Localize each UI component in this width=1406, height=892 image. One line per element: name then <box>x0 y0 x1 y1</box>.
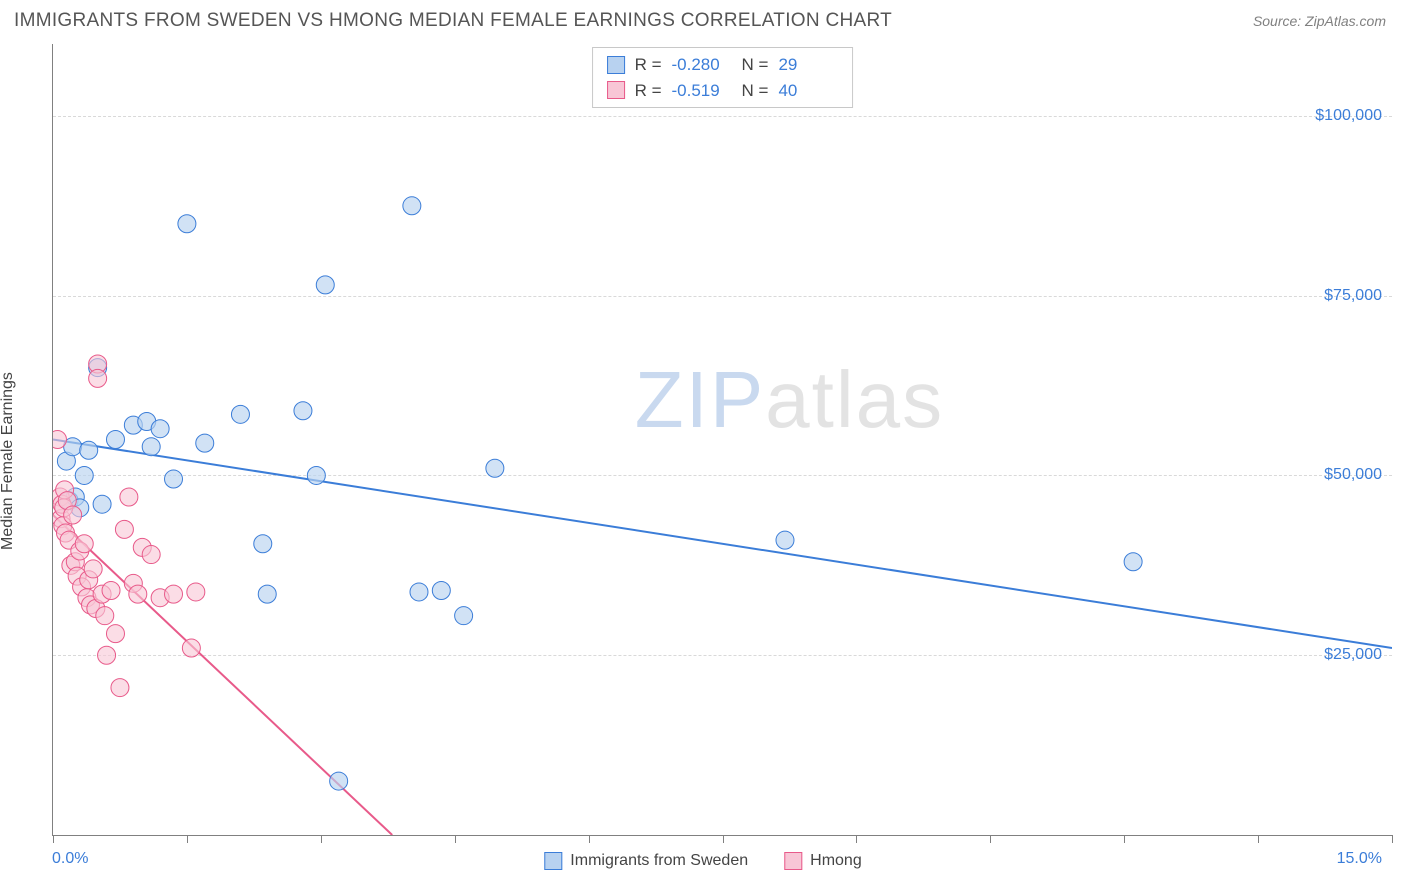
chart-source: Source: ZipAtlas.com <box>1253 13 1386 29</box>
data-point <box>196 434 214 452</box>
data-point <box>187 583 205 601</box>
plot-svg <box>53 44 1392 835</box>
legend-label-sweden: Immigrants from Sweden <box>570 852 748 870</box>
x-tick <box>1258 835 1259 843</box>
legend-swatch-hmong <box>784 852 802 870</box>
data-point <box>316 276 334 294</box>
x-axis-max-label: 15.0% <box>1337 850 1382 868</box>
data-point <box>75 466 93 484</box>
data-point <box>75 535 93 553</box>
stats-row-sweden: R = -0.280 N = 29 <box>607 52 839 78</box>
data-point <box>120 488 138 506</box>
data-point <box>486 459 504 477</box>
x-axis-min-label: 0.0% <box>52 850 88 868</box>
chart-header: IMMIGRANTS FROM SWEDEN VS HMONG MEDIAN F… <box>0 0 1406 38</box>
data-point <box>182 639 200 657</box>
data-point <box>93 495 111 513</box>
n-value-sweden: 29 <box>778 52 838 78</box>
x-tick <box>1124 835 1125 843</box>
stats-legend: R = -0.280 N = 29 R = -0.519 N = 40 <box>592 47 854 108</box>
data-point <box>165 470 183 488</box>
data-point <box>403 197 421 215</box>
x-tick <box>321 835 322 843</box>
y-axis-label: Median Female Earnings <box>0 372 17 550</box>
data-point <box>178 215 196 233</box>
data-point <box>115 520 133 538</box>
swatch-hmong <box>607 81 625 99</box>
data-point <box>432 582 450 600</box>
data-point <box>410 583 428 601</box>
data-point <box>53 431 66 449</box>
data-point <box>64 506 82 524</box>
data-point <box>89 369 107 387</box>
x-tick <box>53 835 54 843</box>
x-tick <box>1392 835 1393 843</box>
legend-item-sweden: Immigrants from Sweden <box>544 852 748 870</box>
data-point <box>80 441 98 459</box>
data-point <box>151 420 169 438</box>
n-value-hmong: 40 <box>778 78 838 104</box>
legend-label-hmong: Hmong <box>810 852 862 870</box>
stats-row-hmong: R = -0.519 N = 40 <box>607 78 839 104</box>
data-point <box>106 431 124 449</box>
data-point <box>98 646 116 664</box>
r-value-sweden: -0.280 <box>672 52 732 78</box>
data-point <box>1124 553 1142 571</box>
data-point <box>165 585 183 603</box>
data-point <box>102 582 120 600</box>
data-point <box>307 466 325 484</box>
chart-container: Median Female Earnings ZIPatlas R = -0.2… <box>14 44 1392 878</box>
data-point <box>330 772 348 790</box>
data-point <box>258 585 276 603</box>
data-point <box>231 405 249 423</box>
data-point <box>455 607 473 625</box>
data-point <box>111 679 129 697</box>
data-point <box>142 438 160 456</box>
data-point <box>294 402 312 420</box>
x-tick <box>455 835 456 843</box>
x-tick <box>589 835 590 843</box>
x-tick <box>856 835 857 843</box>
data-point <box>254 535 272 553</box>
chart-title: IMMIGRANTS FROM SWEDEN VS HMONG MEDIAN F… <box>14 10 892 32</box>
data-point <box>129 585 147 603</box>
data-point <box>96 607 114 625</box>
data-point <box>776 531 794 549</box>
data-point <box>142 546 160 564</box>
data-point <box>106 625 124 643</box>
x-tick <box>723 835 724 843</box>
swatch-sweden <box>607 56 625 74</box>
series-legend: Immigrants from Sweden Hmong <box>544 852 861 870</box>
plot-area: ZIPatlas R = -0.280 N = 29 R = -0.519 N … <box>52 44 1392 836</box>
r-value-hmong: -0.519 <box>672 78 732 104</box>
data-point <box>84 560 102 578</box>
x-tick <box>990 835 991 843</box>
x-tick <box>187 835 188 843</box>
legend-swatch-sweden <box>544 852 562 870</box>
legend-item-hmong: Hmong <box>784 852 862 870</box>
